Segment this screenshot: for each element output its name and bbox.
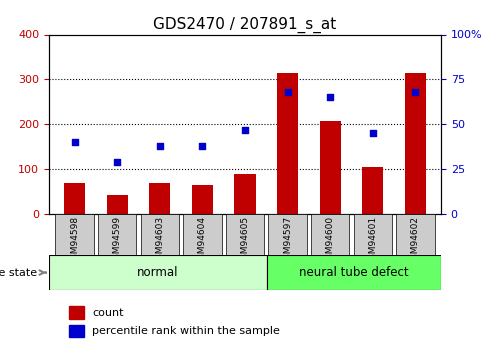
FancyBboxPatch shape — [55, 214, 94, 255]
Point — [284, 89, 292, 95]
FancyBboxPatch shape — [183, 214, 221, 255]
Point — [71, 139, 78, 145]
Text: GSM94599: GSM94599 — [113, 216, 122, 265]
Text: neural tube defect: neural tube defect — [299, 266, 409, 279]
Text: GSM94604: GSM94604 — [198, 216, 207, 265]
Bar — [319, 121, 341, 214]
Text: GSM94601: GSM94601 — [368, 216, 377, 265]
FancyBboxPatch shape — [267, 255, 441, 290]
Bar — [64, 183, 85, 214]
Text: GSM94597: GSM94597 — [283, 216, 292, 265]
Point — [412, 89, 419, 95]
FancyBboxPatch shape — [141, 214, 179, 255]
Text: disease state: disease state — [0, 268, 46, 277]
Bar — [405, 73, 426, 214]
Bar — [192, 185, 213, 214]
Bar — [149, 184, 171, 214]
Bar — [362, 167, 384, 214]
FancyBboxPatch shape — [269, 214, 307, 255]
Text: percentile rank within the sample: percentile rank within the sample — [92, 326, 280, 336]
Text: GSM94602: GSM94602 — [411, 216, 420, 265]
FancyBboxPatch shape — [98, 214, 136, 255]
Point — [241, 127, 249, 132]
Text: GSM94605: GSM94605 — [241, 216, 249, 265]
Bar — [69, 306, 84, 319]
Bar — [69, 325, 84, 337]
Text: count: count — [92, 308, 123, 317]
Point — [156, 143, 164, 148]
Bar — [234, 174, 256, 214]
Bar — [277, 73, 298, 214]
Text: normal: normal — [137, 266, 179, 279]
Title: GDS2470 / 207891_s_at: GDS2470 / 207891_s_at — [153, 17, 337, 33]
Text: GSM94600: GSM94600 — [326, 216, 335, 265]
Point — [326, 95, 334, 100]
FancyBboxPatch shape — [311, 214, 349, 255]
FancyBboxPatch shape — [396, 214, 435, 255]
Text: GSM94603: GSM94603 — [155, 216, 164, 265]
FancyBboxPatch shape — [354, 214, 392, 255]
FancyBboxPatch shape — [49, 255, 267, 290]
Point — [113, 159, 121, 165]
Point — [369, 130, 377, 136]
Bar — [106, 195, 128, 214]
Text: GSM94598: GSM94598 — [70, 216, 79, 265]
FancyBboxPatch shape — [226, 214, 264, 255]
Point — [198, 143, 206, 148]
